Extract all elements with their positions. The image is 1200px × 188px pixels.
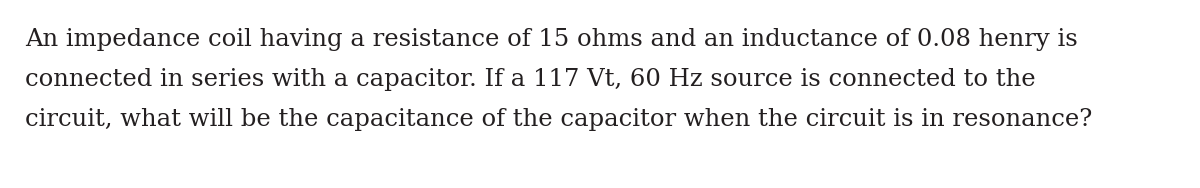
Text: connected in series with a capacitor. If a 117 Vt, 60 Hz source is connected to : connected in series with a capacitor. If…	[25, 68, 1036, 91]
Text: circuit, what will be the capacitance of the capacitor when the circuit is in re: circuit, what will be the capacitance of…	[25, 108, 1092, 131]
Text: An impedance coil having a resistance of 15 ohms and an inductance of 0.08 henry: An impedance coil having a resistance of…	[25, 28, 1078, 51]
